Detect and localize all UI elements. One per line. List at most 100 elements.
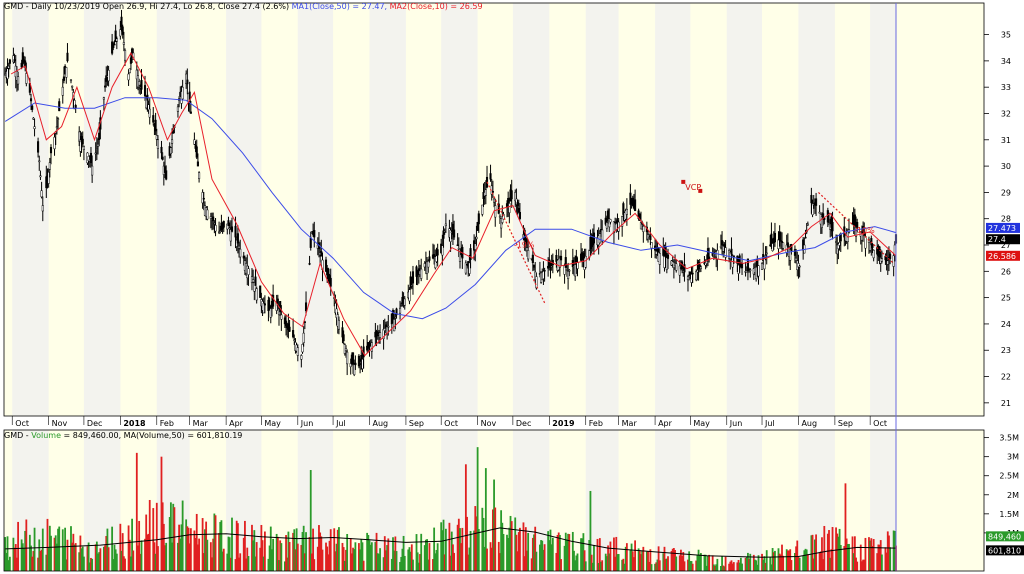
candle-body (49, 147, 53, 154)
volume-bar (811, 534, 814, 571)
candle-body (567, 271, 570, 279)
volume-bar (180, 524, 183, 571)
volume-bar (444, 528, 447, 571)
volume-bar (456, 524, 459, 571)
volume-bar (14, 544, 17, 571)
candle-body (436, 249, 439, 256)
price-tick-label: 26 (1001, 267, 1011, 276)
candle-body (189, 111, 192, 114)
candle-body (395, 308, 398, 316)
volume-bar (745, 556, 748, 571)
volume-bar (510, 521, 513, 571)
volume-bar (697, 549, 700, 571)
candle-body (576, 262, 579, 269)
volume-bar (427, 559, 430, 571)
candle-body (253, 282, 256, 292)
volume-bar (246, 547, 249, 571)
volume-bar (25, 519, 28, 571)
candle-body (361, 359, 364, 370)
volume-bar (295, 528, 298, 571)
volume-bar (320, 536, 323, 571)
volume-bar (571, 531, 574, 571)
volume-bar (617, 554, 620, 571)
volume-bar (393, 550, 396, 571)
volume-bar (259, 547, 262, 571)
volume-bar (198, 538, 200, 571)
candle-body (542, 271, 545, 279)
volume-bar (658, 560, 661, 571)
volume-bar (264, 531, 266, 571)
volume-bar (886, 531, 889, 571)
candle-body (38, 160, 41, 163)
volume-bar (589, 490, 592, 571)
candle-body (32, 117, 35, 120)
volume-bar (394, 536, 397, 571)
volume-bar (744, 557, 747, 571)
candle-body (650, 242, 653, 249)
volume-bar (185, 519, 188, 571)
volume-bar (366, 532, 369, 571)
volume-bar (186, 526, 189, 571)
volume-bar (540, 540, 542, 571)
candle-body (123, 50, 127, 61)
candle-body (53, 136, 56, 150)
volume-bar (810, 535, 813, 571)
volume-tick-label: 3.5M (999, 434, 1019, 443)
volume-bar (748, 558, 750, 571)
volume-bar (723, 566, 726, 571)
volume-bar (244, 520, 246, 571)
candle-body (95, 148, 98, 150)
volume-bar (280, 543, 283, 571)
candle-body (71, 85, 74, 88)
volume-bar (846, 544, 849, 571)
candle-body (498, 215, 501, 218)
volume-bar (408, 547, 411, 571)
candle-body (104, 85, 107, 88)
volume-bar (231, 517, 233, 571)
candle-body (782, 242, 785, 249)
volume-bar (188, 543, 191, 571)
volume-bar (442, 519, 445, 571)
candle-body (804, 236, 807, 239)
candle-body (393, 319, 396, 332)
volume-bar (457, 518, 460, 571)
volume-bar (621, 559, 624, 571)
volume-header: GMD - Volume = 849,460.00, MA(Volume,50)… (4, 431, 242, 440)
x-tick-label: Aug (801, 419, 817, 428)
volume-bar (90, 557, 92, 571)
volume-bar (221, 551, 224, 571)
volume-bar (361, 542, 364, 571)
candle-body (598, 233, 601, 244)
candle-body (201, 192, 204, 204)
volume-bars (4, 447, 897, 571)
volume-bar (675, 556, 678, 571)
x-tick-label: Jun (729, 419, 743, 428)
volume-bar (433, 527, 436, 571)
x-tick-label: Jul (335, 419, 346, 428)
volume-bar (781, 544, 783, 571)
volume-bar (293, 529, 296, 571)
volume-bar (641, 550, 644, 571)
volume-bar (359, 549, 361, 571)
volume-bar (662, 553, 665, 571)
volume-bar (519, 527, 521, 571)
candle-body (764, 255, 767, 257)
volume-bar (533, 534, 535, 571)
candle-body (443, 230, 446, 233)
candle-body (342, 334, 345, 342)
volume-bar (383, 536, 386, 571)
volume-bar (205, 521, 208, 571)
candle-body (96, 143, 100, 147)
candle-body (634, 199, 637, 212)
candle-body (491, 191, 494, 193)
volume-bar (24, 530, 27, 571)
candle-body (370, 342, 373, 352)
volume-bar (302, 525, 305, 571)
candle-body (329, 277, 332, 287)
candle-body (212, 216, 215, 222)
volume-bar (856, 561, 859, 571)
volume-bar (880, 554, 883, 571)
volume-bar (691, 563, 694, 571)
candle-body (119, 29, 122, 37)
volume-bar (486, 548, 488, 571)
